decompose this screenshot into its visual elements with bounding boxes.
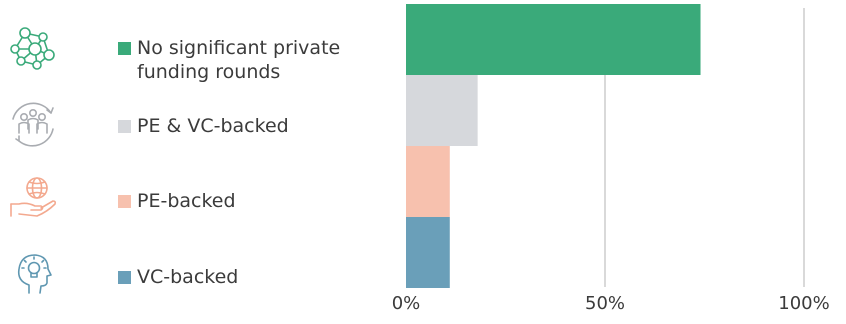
x-tick-label-1: 50% [584,293,626,314]
category-label-text: PE & VC-backed [137,115,289,137]
network-icon [10,27,55,70]
category-label-text: PE-backed [137,190,236,212]
legend-swatch-2 [118,195,131,208]
category-label-0: No significant private funding rounds [118,36,378,84]
category-label-3: VC-backed [118,265,378,289]
bar-1 [406,75,478,146]
legend-swatch-0 [118,42,131,55]
people-group-icon [12,102,54,147]
legend-swatch-3 [118,271,131,284]
bar-3 [406,217,450,288]
x-tick-label-2: 100% [778,293,830,314]
bar-0 [406,4,701,75]
bar-2 [406,146,450,217]
legend-swatch-1 [118,120,131,133]
globe-in-hand-icon [10,177,57,217]
category-label-text: VC-backed [137,266,239,288]
category-label-1: PE & VC-backed [118,114,378,138]
category-label-text: No significant private funding rounds [137,37,341,83]
category-label-2: PE-backed [118,189,378,213]
lightbulb-head-icon [17,254,52,294]
x-tick-label-0: 0% [391,293,421,314]
